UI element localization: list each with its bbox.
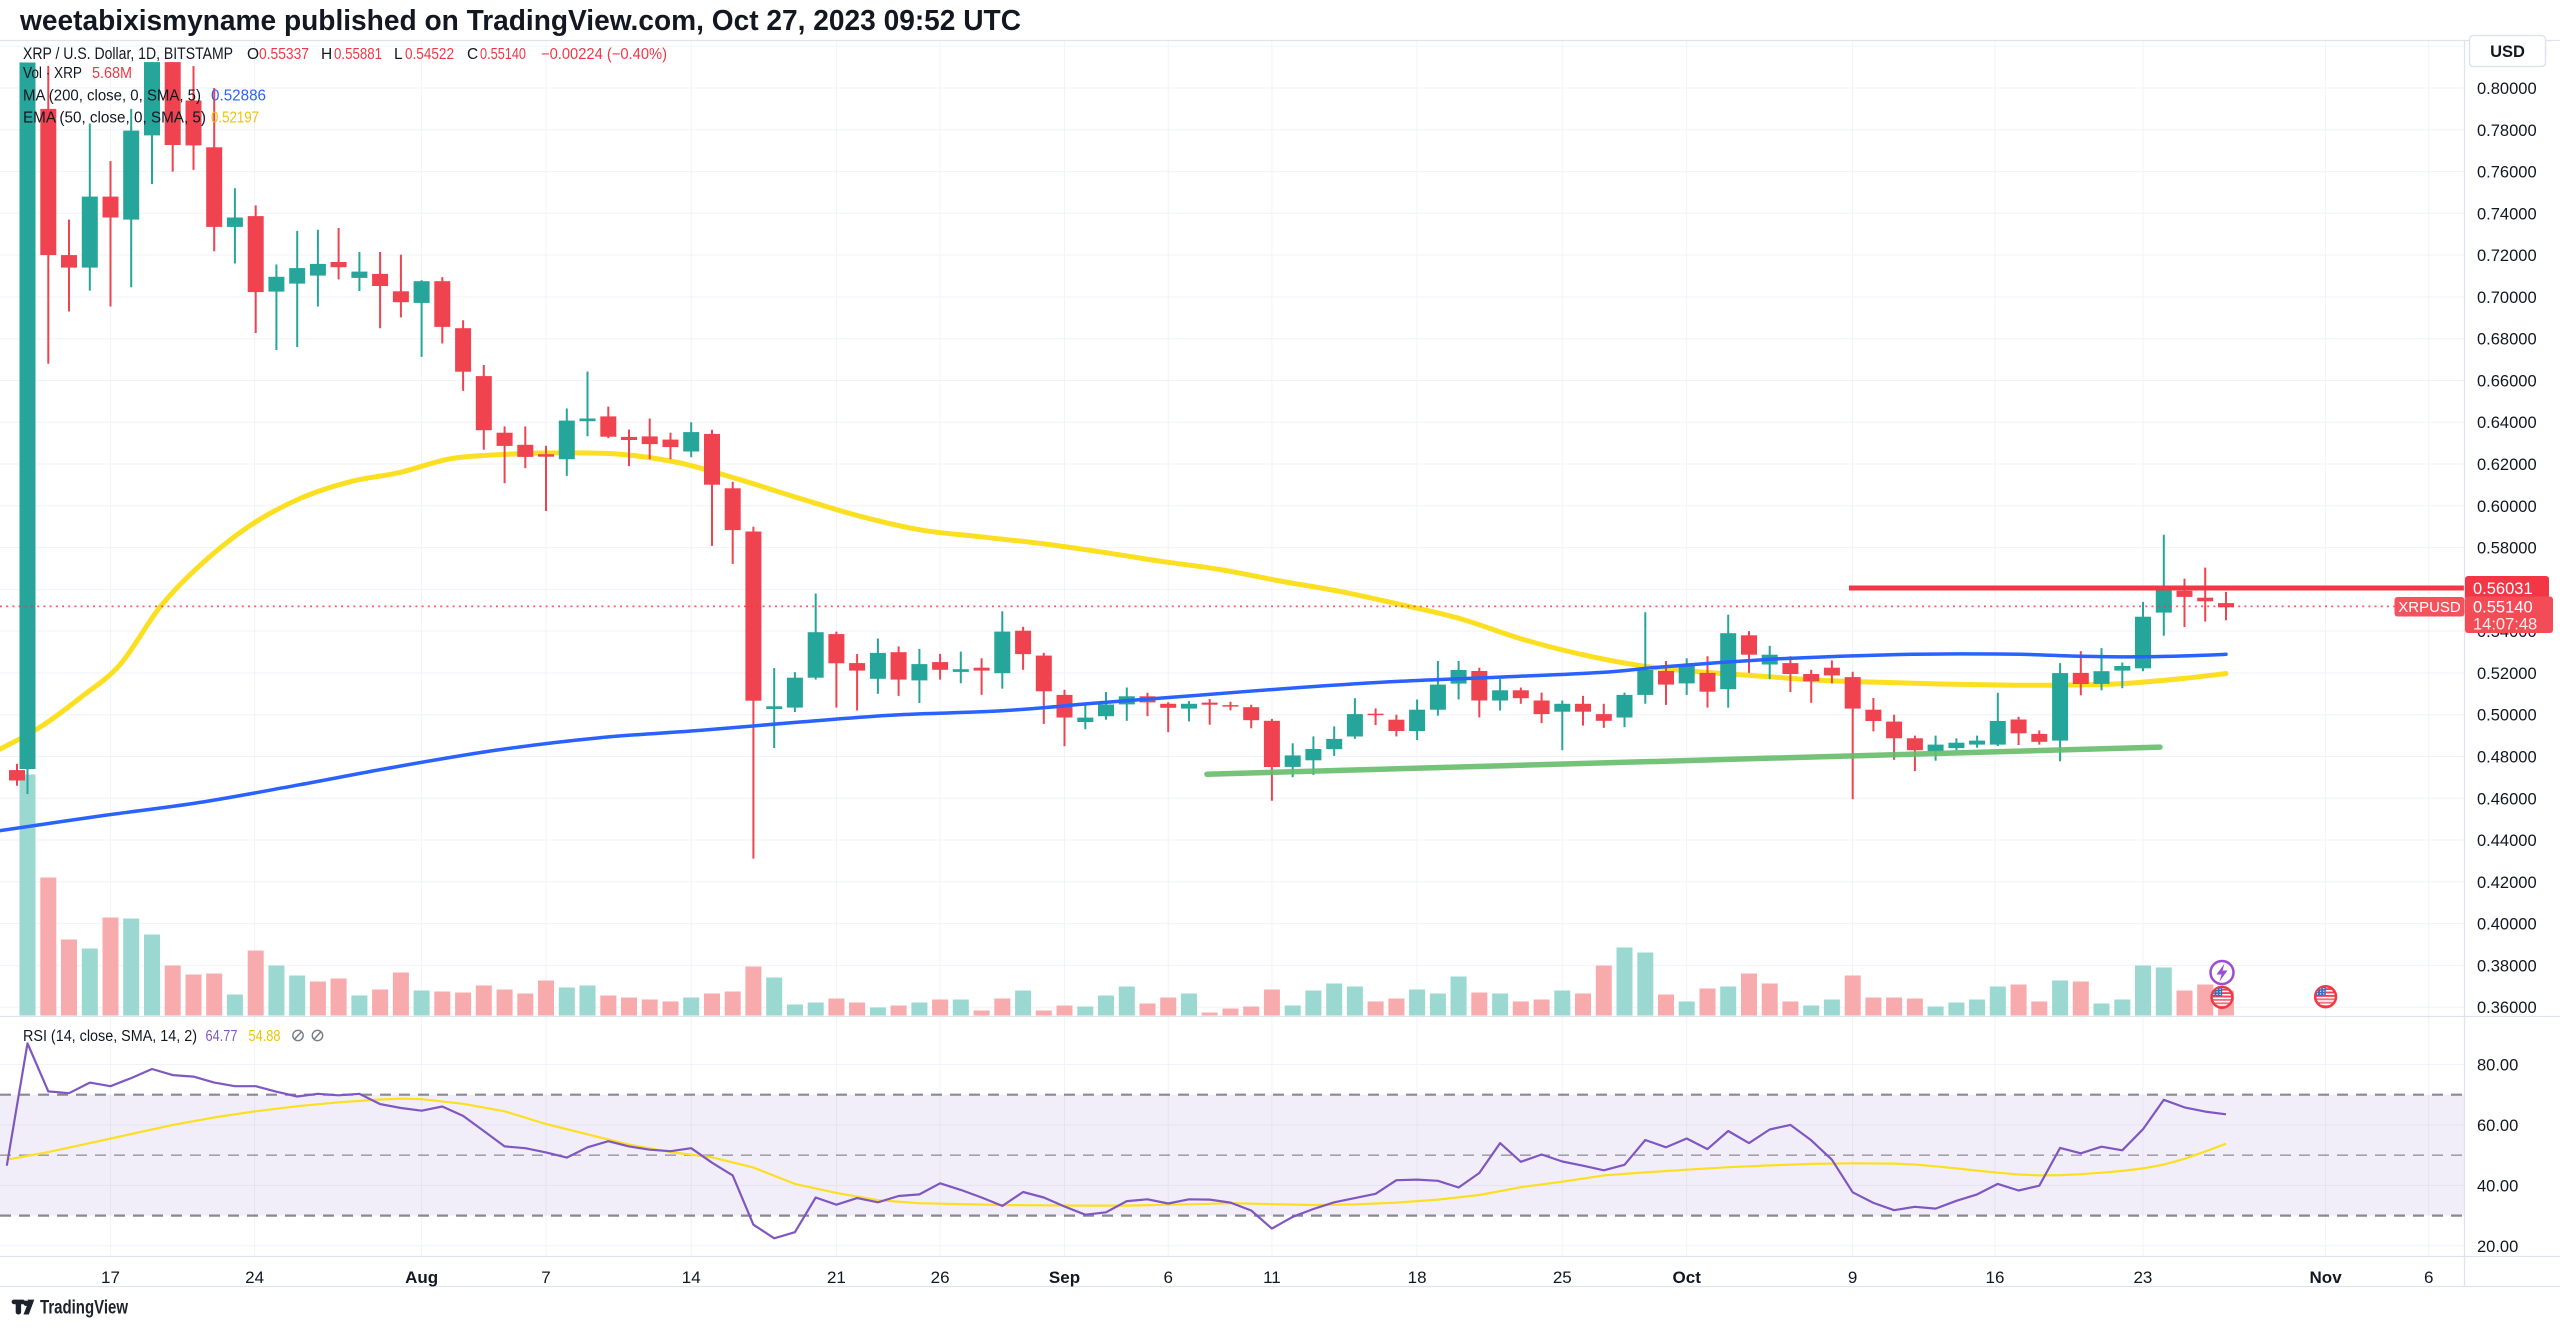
svg-text:54.88: 54.88 [249,1028,281,1045]
svg-text:60.00: 60.00 [2477,1117,2518,1135]
svg-text:0.55337: 0.55337 [259,46,309,63]
svg-text:0.52000: 0.52000 [2477,665,2537,683]
svg-text:11: 11 [1263,1268,1281,1287]
svg-text:23: 23 [2133,1268,2152,1287]
svg-text:7: 7 [541,1268,550,1287]
svg-text:80.00: 80.00 [2477,1057,2518,1075]
svg-text:Oct: Oct [1673,1268,1702,1287]
svg-text:5.68M: 5.68M [92,65,132,82]
svg-text:14:07:48: 14:07:48 [2473,616,2537,634]
svg-text:16: 16 [1986,1268,2005,1287]
svg-text:RSI (14, close, SMA, 14, 2): RSI (14, close, SMA, 14, 2) [23,1028,197,1045]
svg-text:25: 25 [1553,1268,1572,1287]
svg-text:0.52197: 0.52197 [211,110,259,127]
svg-text:0.64000: 0.64000 [2477,414,2537,432]
svg-text:weetabixismyname published on: weetabixismyname published on TradingVie… [19,5,1021,37]
svg-text:C: C [467,46,478,63]
svg-text:0.42000: 0.42000 [2477,874,2537,892]
svg-text:0.44000: 0.44000 [2477,832,2537,850]
svg-text:MA (200, close, 0, SMA, 5): MA (200, close, 0, SMA, 5) [23,88,201,105]
svg-text:Vol · XRP: Vol · XRP [23,65,82,82]
svg-text:64.77: 64.77 [206,1028,238,1045]
svg-text:0.62000: 0.62000 [2477,456,2537,474]
svg-text:USD: USD [2490,43,2525,61]
svg-text:0.58000: 0.58000 [2477,540,2537,558]
svg-text:0.38000: 0.38000 [2477,957,2537,975]
svg-text:6: 6 [1163,1268,1172,1287]
svg-text:−0.00224 (−0.40%): −0.00224 (−0.40%) [541,46,667,63]
svg-text:0.72000: 0.72000 [2477,247,2537,265]
svg-text:Nov: Nov [2310,1268,2343,1287]
svg-text:0.74000: 0.74000 [2477,205,2537,223]
svg-text:40.00: 40.00 [2477,1177,2518,1195]
svg-text:XRPUSD: XRPUSD [2398,599,2461,616]
svg-text:0.54522: 0.54522 [405,46,454,63]
svg-text:26: 26 [931,1268,950,1287]
svg-text:0.46000: 0.46000 [2477,790,2537,808]
svg-text:L: L [394,46,403,63]
svg-text:O: O [247,46,259,63]
svg-text:0.40000: 0.40000 [2477,916,2537,934]
svg-text:Aug: Aug [405,1268,438,1287]
svg-text:0.48000: 0.48000 [2477,749,2537,767]
svg-text:Sep: Sep [1049,1268,1080,1287]
svg-text:0.55140: 0.55140 [2473,599,2533,617]
svg-text:24: 24 [245,1268,264,1287]
svg-text:0.78000: 0.78000 [2477,122,2537,140]
svg-text:0.52886: 0.52886 [211,88,266,105]
svg-text:0.70000: 0.70000 [2477,289,2537,307]
svg-text:0.60000: 0.60000 [2477,498,2537,516]
svg-text:6: 6 [2424,1268,2433,1287]
svg-text:0.55140: 0.55140 [480,46,526,63]
svg-text:0.76000: 0.76000 [2477,164,2537,182]
svg-text:17: 17 [101,1268,120,1287]
svg-text:H: H [321,46,332,63]
svg-text:14: 14 [682,1268,701,1287]
svg-text:EMA (50, close, 0, SMA, 5): EMA (50, close, 0, SMA, 5) [23,110,206,127]
svg-text:TradingView: TradingView [40,1298,128,1319]
svg-text:9: 9 [1848,1268,1857,1287]
svg-text:0.68000: 0.68000 [2477,331,2537,349]
svg-text:0.80000: 0.80000 [2477,80,2537,98]
svg-text:0.36000: 0.36000 [2477,999,2537,1017]
svg-text:21: 21 [827,1268,846,1287]
svg-text:18: 18 [1408,1268,1427,1287]
svg-text:0.50000: 0.50000 [2477,707,2537,725]
svg-text:0.55881: 0.55881 [334,46,382,63]
svg-text:XRP / U.S. Dollar, 1D, BITSTAM: XRP / U.S. Dollar, 1D, BITSTAMP [23,45,233,63]
svg-text:0.56031: 0.56031 [2473,580,2533,598]
svg-text:0.66000: 0.66000 [2477,373,2537,391]
svg-text:20.00: 20.00 [2477,1238,2518,1256]
